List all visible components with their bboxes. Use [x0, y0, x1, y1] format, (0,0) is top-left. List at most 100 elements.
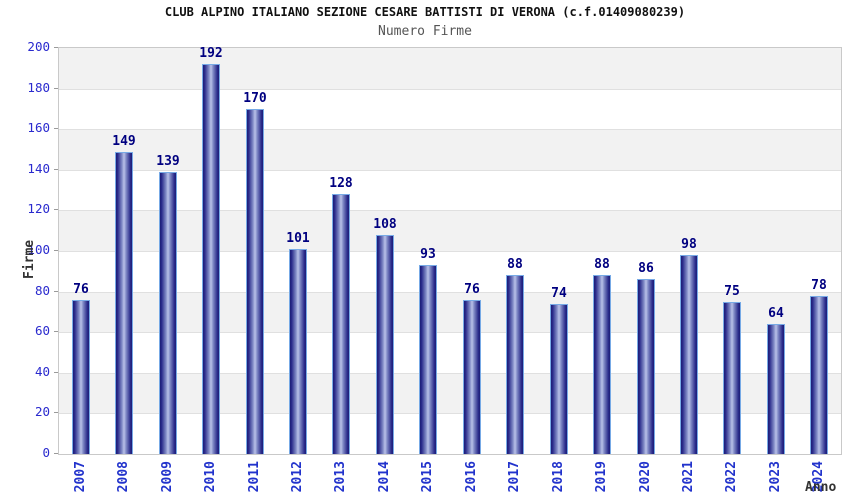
bar-value-label: 88: [594, 257, 610, 272]
x-tick-label: 2018: [550, 461, 566, 493]
bar-value-label: 101: [286, 231, 310, 246]
bar-2009: [159, 172, 177, 454]
bar-value-label: 74: [551, 286, 567, 301]
bar-value-label: 88: [507, 257, 523, 272]
x-tick-label: 2014: [376, 461, 392, 493]
bar-2014: [376, 235, 394, 454]
gridline: [59, 372, 841, 374]
y-tick-label: 40: [34, 363, 50, 379]
x-tick-label: 2021: [680, 461, 696, 493]
x-tick-label: 2019: [593, 461, 609, 493]
gridline: [59, 251, 841, 252]
bar-2022: [723, 302, 741, 454]
plot-band: [59, 129, 841, 170]
y-tick-mark: [54, 331, 58, 333]
y-tick-mark: [54, 168, 58, 170]
bar-2016: [463, 300, 481, 454]
bar-2015: [419, 265, 437, 454]
bar-2023: [767, 324, 785, 454]
plot-band: [59, 251, 841, 292]
y-tick-mark: [54, 412, 58, 414]
x-tick-label: 2012: [289, 461, 305, 493]
plot-band: [59, 372, 841, 414]
bar-2018: [550, 304, 568, 454]
bar-2024: [810, 296, 828, 454]
y-tick-label: 160: [27, 120, 50, 136]
plot-band: [59, 332, 841, 373]
bar-value-label: 128: [329, 176, 353, 191]
bar-2008: [115, 152, 133, 454]
bar-2007: [72, 300, 90, 454]
bar-value-label: 192: [199, 46, 223, 61]
x-tick-label: 2017: [506, 461, 522, 493]
x-tick-label: 2015: [419, 461, 435, 493]
plot-band: [59, 169, 841, 211]
y-tick-label: 80: [34, 282, 50, 298]
chart-subtitle: Numero Firme: [378, 24, 472, 39]
gridline: [59, 210, 841, 212]
gridline: [59, 332, 841, 334]
y-axis-title: Firme: [22, 239, 37, 279]
x-axis-title: Anno: [805, 480, 837, 495]
plot-band: [59, 413, 841, 454]
bar-2013: [332, 194, 350, 454]
x-tick-label: 2020: [637, 461, 653, 493]
y-tick-mark: [54, 209, 58, 211]
x-tick-label: 2011: [246, 461, 262, 493]
x-tick-label: 2013: [332, 461, 348, 493]
x-tick-label: 2010: [202, 461, 218, 493]
y-tick-mark: [54, 290, 58, 292]
bar-2020: [637, 279, 655, 454]
bar-value-label: 170: [243, 91, 267, 106]
bar-2021: [680, 255, 698, 454]
y-tick-mark: [54, 128, 58, 130]
plot-band: [59, 210, 841, 251]
plot-band: [59, 48, 841, 89]
bar-value-label: 139: [156, 154, 180, 169]
bar-2019: [593, 275, 611, 454]
bar-value-label: 75: [724, 284, 740, 299]
plot-area: 76 149 139 192 170 101 128 108 93 76 88 74 88 86 98 75 6…: [58, 47, 842, 455]
gridline: [59, 291, 841, 293]
bar-2017: [506, 275, 524, 454]
gridline: [59, 413, 841, 415]
y-tick-label: 120: [27, 201, 50, 217]
y-tick-mark: [54, 250, 58, 251]
y-tick-label: 100: [27, 242, 50, 257]
bar-2011: [246, 109, 264, 454]
bar-value-label: 149: [112, 134, 136, 149]
x-tick-label: 2008: [115, 461, 131, 493]
gridline: [59, 129, 841, 131]
x-tick-label: 2023: [767, 461, 783, 493]
bar-value-label: 76: [73, 282, 89, 297]
x-tick-label: 2016: [463, 461, 479, 493]
y-tick-mark: [54, 371, 58, 373]
y-tick-label: 20: [34, 404, 50, 420]
bar-value-label: 64: [768, 306, 784, 321]
gridline: [59, 88, 841, 90]
gridline: [59, 169, 841, 171]
x-tick-label: 2009: [159, 461, 175, 493]
y-tick-label: 60: [34, 323, 50, 339]
y-tick-mark: [54, 87, 58, 89]
bar-value-label: 76: [464, 282, 480, 297]
plot-band: [59, 291, 841, 333]
bar-2010: [202, 64, 220, 454]
y-tick-mark: [54, 47, 58, 48]
bar-2012: [289, 249, 307, 454]
bar-value-label: 86: [638, 261, 654, 276]
plot-band: [59, 88, 841, 130]
bar-value-label: 108: [373, 217, 397, 232]
x-tick-label: 2007: [72, 461, 88, 493]
bar-value-label: 78: [811, 278, 827, 293]
bar-value-label: 98: [681, 237, 697, 252]
y-tick-label: 0: [42, 445, 50, 460]
chart-title: CLUB ALPINO ITALIANO SEZIONE CESARE BATT…: [164, 5, 686, 19]
bar-value-label: 93: [420, 247, 436, 262]
y-tick-label: 200: [27, 39, 50, 54]
y-tick-label: 180: [27, 79, 50, 95]
x-tick-label: 2022: [723, 461, 739, 493]
y-tick-mark: [54, 453, 58, 454]
y-tick-label: 140: [27, 160, 50, 176]
